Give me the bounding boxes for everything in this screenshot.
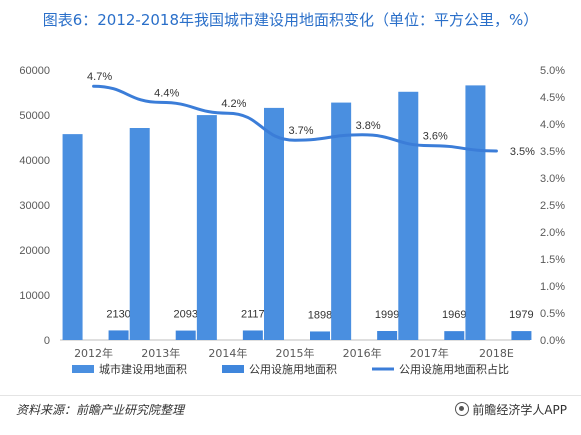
bar-public-facilities-land [444, 331, 465, 340]
bar-data-label: 1979 [509, 309, 533, 321]
bar-data-label: 1969 [442, 309, 466, 321]
x-tick-label: 2016年 [343, 346, 382, 360]
line-data-label: 3.7% [288, 125, 313, 137]
x-tick-label: 2014年 [208, 346, 247, 360]
y-tick-label: 50000 [19, 110, 50, 122]
bar-urban-construction-land [465, 85, 486, 340]
bar-urban-construction-land [264, 107, 284, 340]
legend-swatch [72, 365, 94, 373]
line-data-label: 3.8% [356, 120, 381, 132]
y2-tick-label: 5.0% [540, 65, 565, 77]
bar-urban-construction-land [62, 134, 83, 340]
line-data-label: 3.5% [510, 146, 535, 158]
brand-label: 前瞻经济学人APP [455, 401, 567, 418]
y2-tick-label: 2.0% [540, 227, 565, 239]
x-tick-label: 2013年 [141, 346, 180, 360]
source-note: 资料来源：前瞻产业研究院整理 [16, 403, 185, 417]
y-tick-label: 0 [44, 335, 50, 347]
bar-data-label: 2093 [173, 309, 197, 321]
bar-public-facilities-land [108, 330, 129, 340]
bar-data-label: 2117 [241, 308, 265, 320]
bar-public-facilities-land [175, 330, 196, 340]
y2-tick-label: 1.5% [540, 254, 565, 266]
y2-tick-label: 3.0% [540, 173, 565, 185]
footer-bar [0, 395, 581, 435]
chart-canvas: 0 10000 20000 30000 40000 50000 60000 0.0% 0.5% 1… [19, 65, 565, 376]
bar-urban-construction-land [196, 115, 217, 340]
y2-tick-label: 4.0% [540, 119, 565, 131]
bar-data-label: 1898 [308, 309, 332, 321]
line-data-label: 4.4% [154, 87, 179, 99]
bar-public-facilities-land [242, 330, 263, 340]
legend-swatch [222, 365, 244, 373]
x-tick-label: 2015年 [276, 346, 315, 360]
bar-urban-construction-land [331, 102, 352, 340]
x-tick-label: 2012年 [74, 346, 113, 360]
legend-label: 城市建设用地面积 [99, 362, 187, 376]
line-data-label: 4.2% [221, 98, 246, 110]
brand-name: 前瞻经济学人APP [472, 403, 567, 417]
y2-tick-label: 0.0% [540, 335, 565, 347]
legend-label: 公用设施用地面积占比 [399, 362, 509, 376]
line-data-label: 4.7% [87, 71, 112, 83]
x-tick-label: 2017年 [410, 346, 449, 360]
y-tick-label: 40000 [19, 155, 50, 167]
bar-data-label: 2130 [106, 308, 130, 320]
bar-urban-construction-land [129, 128, 150, 340]
y2-tick-label: 3.5% [540, 146, 565, 158]
brand-logo-icon [455, 402, 470, 416]
y-tick-label: 30000 [19, 200, 50, 212]
y-tick-label: 10000 [19, 290, 50, 302]
bar-public-facilities-land [511, 331, 532, 340]
x-tick-label: 2018E [479, 347, 514, 360]
line-data-label: 3.6% [423, 131, 448, 143]
legend-label: 公用设施用地面积 [249, 363, 337, 376]
bar-public-facilities-land [310, 331, 330, 340]
bar-data-label: 1999 [375, 309, 399, 321]
y-tick-label: 60000 [19, 65, 50, 77]
bar-public-facilities-land [377, 331, 398, 340]
bar-urban-construction-land [398, 91, 419, 340]
y2-tick-label: 2.5% [540, 200, 565, 212]
chart-title: 图表6：2012-2018年我国城市建设用地面积变化（单位：平方公里，%） [42, 11, 539, 29]
line-public-facilities-share [92, 84, 498, 153]
y-tick-label: 20000 [19, 245, 50, 257]
y2-tick-label: 0.5% [540, 308, 565, 320]
y2-tick-label: 4.5% [540, 92, 565, 104]
y2-tick-label: 1.0% [540, 281, 565, 293]
